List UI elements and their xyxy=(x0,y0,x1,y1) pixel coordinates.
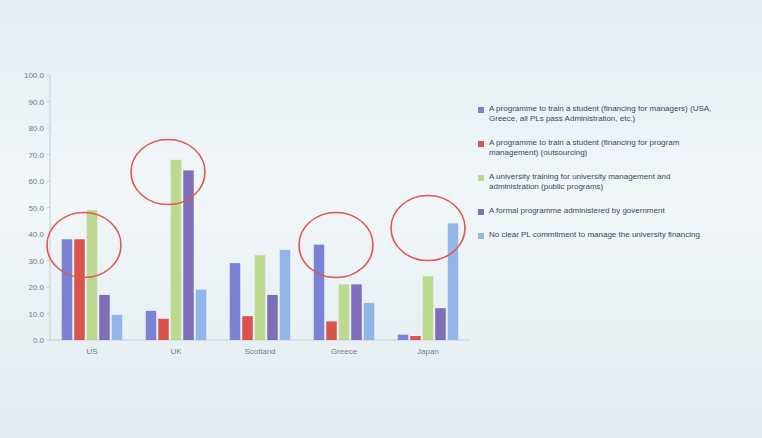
bar xyxy=(267,295,278,340)
bar xyxy=(423,276,434,340)
legend-swatch xyxy=(478,209,484,215)
y-tick-label: 100.0 xyxy=(24,71,45,80)
bar xyxy=(351,284,362,340)
bar xyxy=(448,223,459,340)
y-tick-label: 50.0 xyxy=(28,204,44,213)
chart-svg: 0.0 10.0 20.0 30.0 40.0 50.0 60.0 70.0 80.0 90.0 1… xyxy=(0,0,762,438)
slide: 0.0 10.0 20.0 30.0 40.0 50.0 60.0 70.0 80.0 90.0 1… xyxy=(0,0,762,438)
legend-swatch xyxy=(478,107,484,113)
bar xyxy=(230,263,241,340)
bar xyxy=(112,315,123,340)
y-tick xyxy=(47,181,50,182)
bar xyxy=(242,316,253,340)
legend-item: A formal programme administered by gover… xyxy=(478,206,714,216)
y-tick xyxy=(47,128,50,129)
legend-text: A programme to train a student (financin… xyxy=(489,138,714,158)
y-tick xyxy=(47,154,50,155)
bar xyxy=(62,239,73,340)
y-tick xyxy=(47,340,50,341)
bar xyxy=(158,319,169,340)
legend-swatch xyxy=(478,175,484,181)
highlight-circle xyxy=(391,195,465,260)
bar xyxy=(435,308,446,340)
y-tick-label: 90.0 xyxy=(28,98,44,107)
y-tick xyxy=(47,260,50,261)
bar xyxy=(146,311,157,340)
y-tick xyxy=(47,207,50,208)
y-tick xyxy=(47,313,50,314)
x-tick-label: Japan xyxy=(417,347,439,356)
bar xyxy=(99,295,110,340)
y-tick-label: 30.0 xyxy=(28,257,44,266)
legend-text: No clear PL commitment to manage the uni… xyxy=(489,230,700,240)
bar xyxy=(326,321,337,340)
legend-item: No clear PL commitment to manage the uni… xyxy=(478,230,714,240)
legend-text: A programme to train a student (financin… xyxy=(489,104,714,124)
bar xyxy=(171,160,182,340)
x-tick-label: US xyxy=(86,347,97,356)
legend-swatch xyxy=(478,141,484,147)
highlight-circle xyxy=(47,212,121,277)
bar xyxy=(364,303,375,340)
y-tick-label: 40.0 xyxy=(28,230,44,239)
highlight-circle xyxy=(299,212,373,277)
legend-item: A university training for university man… xyxy=(478,172,714,192)
y-tick xyxy=(47,287,50,288)
bar xyxy=(255,255,266,340)
bar xyxy=(196,290,207,340)
bar xyxy=(398,335,409,340)
legend: A programme to train a student (financin… xyxy=(478,104,714,254)
legend-text: A university training for university man… xyxy=(489,172,714,192)
bar xyxy=(74,239,85,340)
y-tick-label: 10.0 xyxy=(28,310,44,319)
bar xyxy=(314,245,325,340)
x-tick-label: Scotland xyxy=(244,347,275,356)
bar xyxy=(87,210,98,340)
y-tick-label: 0.0 xyxy=(33,336,45,345)
x-tick-label: UK xyxy=(170,347,182,356)
x-tick-label: Greece xyxy=(331,347,358,356)
y-tick-label: 70.0 xyxy=(28,151,44,160)
legend-text: A formal programme administered by gover… xyxy=(489,206,665,216)
legend-item: A programme to train a student (financin… xyxy=(478,104,714,124)
y-tick-label: 80.0 xyxy=(28,124,44,133)
bar xyxy=(339,284,350,340)
y-tick xyxy=(47,75,50,76)
legend-swatch xyxy=(478,233,484,239)
bar xyxy=(410,336,421,340)
bar xyxy=(280,250,291,340)
highlight-circle xyxy=(131,139,205,204)
y-tick-label: 60.0 xyxy=(28,177,44,186)
legend-item: A programme to train a student (financin… xyxy=(478,138,714,158)
y-tick xyxy=(47,101,50,102)
y-tick-label: 20.0 xyxy=(28,283,44,292)
